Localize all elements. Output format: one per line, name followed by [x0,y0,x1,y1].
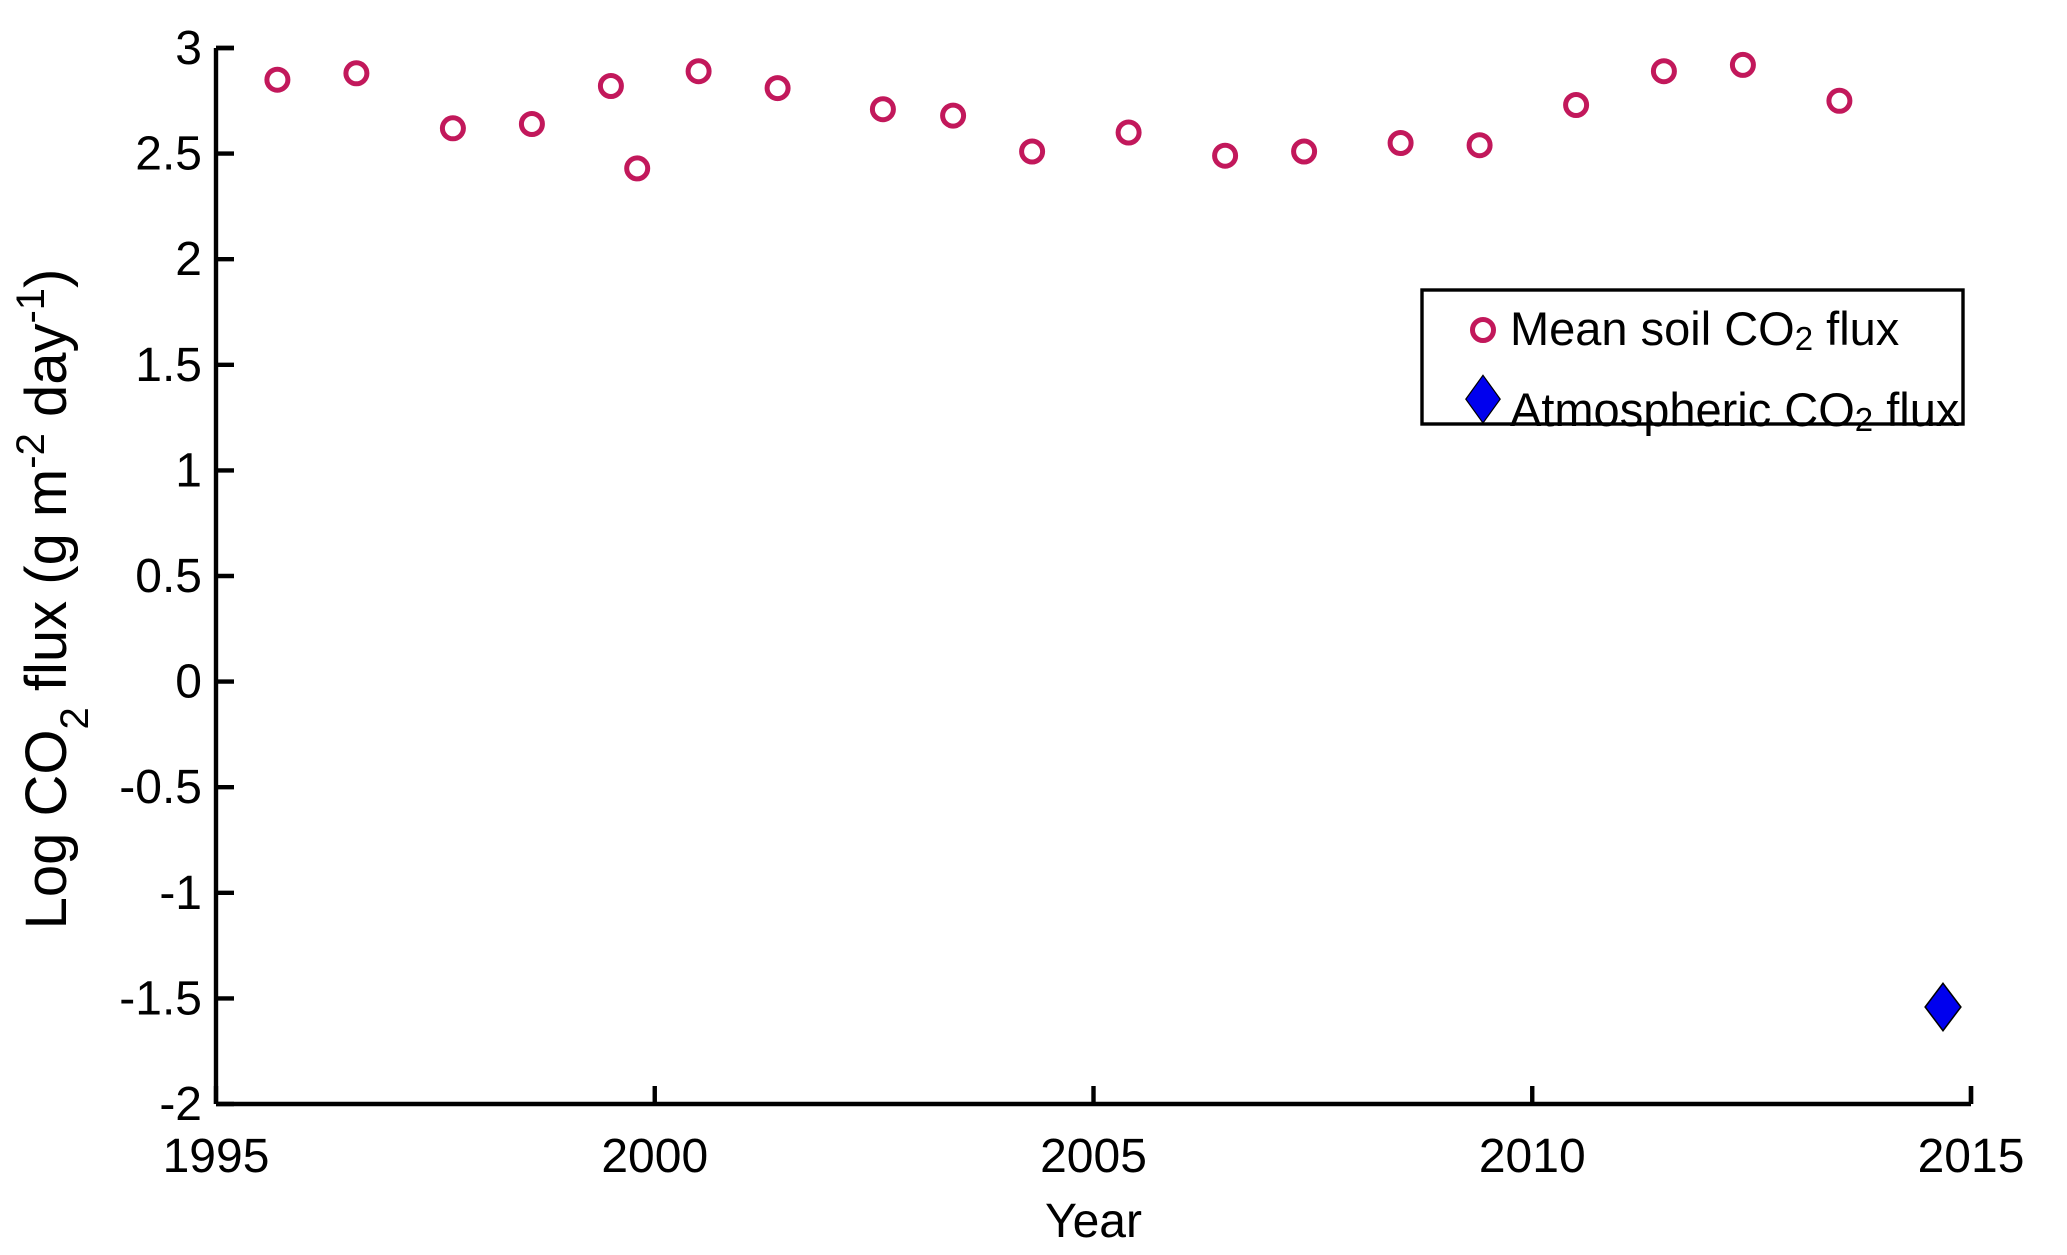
svg-text:1: 1 [175,444,202,497]
svg-text:-1.5: -1.5 [119,972,202,1025]
svg-text:0: 0 [175,656,202,709]
svg-text:Atmospheric CO2 flux: Atmospheric CO2 flux [1510,383,1959,438]
svg-text:Mean soil CO2 flux: Mean soil CO2 flux [1510,302,1899,357]
svg-text:1.5: 1.5 [135,339,202,392]
svg-text:3: 3 [175,22,202,75]
svg-text:Year: Year [1045,1195,1142,1248]
svg-text:0.5: 0.5 [135,550,202,603]
svg-text:2010: 2010 [1479,1130,1586,1183]
svg-text:1995: 1995 [163,1130,270,1183]
svg-text:-1: -1 [159,867,202,920]
svg-text:-2: -2 [159,1078,202,1131]
svg-text:2005: 2005 [1040,1130,1147,1183]
svg-text:2.5: 2.5 [135,128,202,181]
svg-text:2: 2 [175,233,202,286]
svg-text:2015: 2015 [1918,1130,2025,1183]
svg-text:-0.5: -0.5 [119,761,202,814]
svg-text:2000: 2000 [601,1130,708,1183]
svg-text:Log CO2 flux (g m-2 day-1): Log CO2 flux (g m-2 day-1) [9,269,97,930]
